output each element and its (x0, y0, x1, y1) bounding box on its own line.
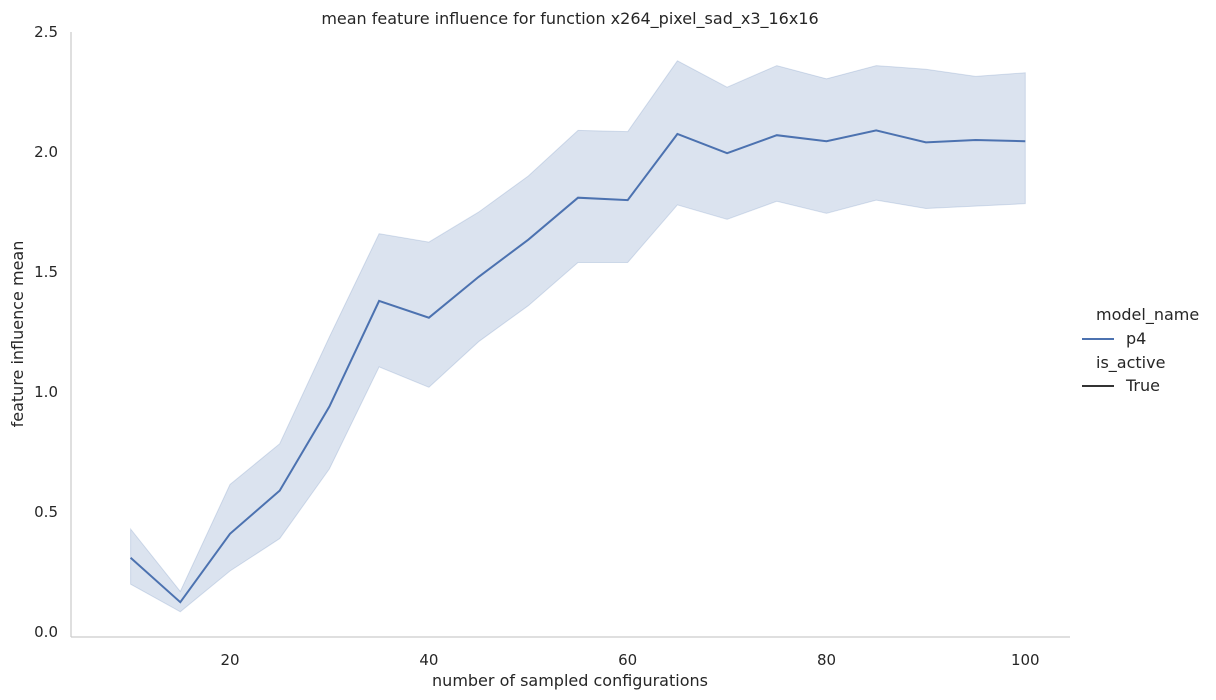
x-tick-labels: 20 40 60 80 100 (220, 651, 1039, 669)
legend-title-is-active: is_active (1096, 353, 1165, 373)
y-tick-label: 0.5 (34, 503, 58, 521)
legend-label-true: True (1125, 376, 1160, 395)
confidence-band-p4 (130, 60, 1026, 613)
y-tick-labels: 0.0 0.5 1.0 1.5 2.0 2.5 (34, 23, 58, 641)
legend: model_name p4 is_active True (1082, 305, 1199, 395)
x-tick-label: 20 (220, 651, 239, 669)
legend-label-p4: p4 (1126, 329, 1146, 348)
x-tick-label: 40 (419, 651, 438, 669)
y-tick-label: 2.0 (34, 143, 58, 161)
x-axis-label: number of sampled configurations (432, 671, 708, 690)
y-tick-label: 0.0 (34, 623, 58, 641)
x-tick-label: 80 (817, 651, 836, 669)
legend-title-model-name: model_name (1096, 305, 1199, 325)
x-tick-label: 100 (1011, 651, 1040, 669)
series-line-p4 (129, 129, 1026, 604)
y-tick-label: 1.0 (34, 383, 58, 401)
y-axis-label: feature influence mean (8, 241, 27, 428)
chart-title: mean feature influence for function x264… (321, 9, 818, 29)
y-tick-label: 1.5 (34, 263, 58, 281)
x-tick-label: 60 (618, 651, 637, 669)
y-tick-label: 2.5 (34, 23, 58, 41)
plot-area (129, 60, 1026, 613)
